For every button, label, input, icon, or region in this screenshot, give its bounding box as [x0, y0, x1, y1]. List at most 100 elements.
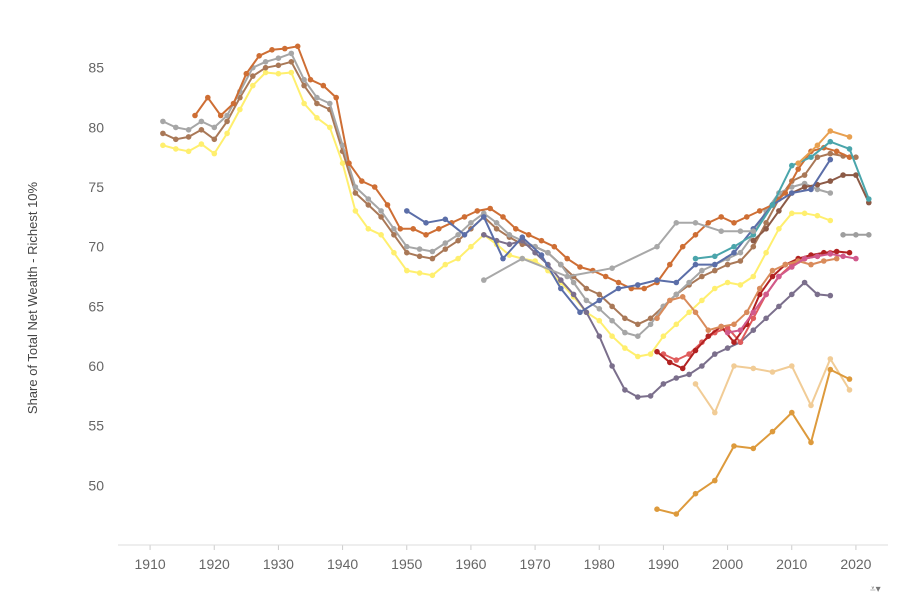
data-point[interactable]: [237, 106, 243, 113]
data-point[interactable]: [250, 73, 256, 79]
data-point[interactable]: [763, 315, 769, 322]
data-point[interactable]: [564, 255, 570, 262]
data-point[interactable]: [288, 69, 295, 76]
data-point[interactable]: [416, 253, 423, 260]
data-point[interactable]: [737, 282, 744, 288]
data-point[interactable]: [827, 156, 834, 163]
data-point[interactable]: [731, 443, 737, 449]
data-point[interactable]: [705, 327, 712, 334]
data-point[interactable]: [481, 232, 487, 238]
data-point[interactable]: [468, 243, 474, 250]
data-point[interactable]: [314, 115, 320, 121]
data-point[interactable]: [654, 348, 660, 355]
data-point[interactable]: [705, 333, 712, 340]
data-point[interactable]: [185, 127, 192, 133]
data-point[interactable]: [686, 351, 692, 357]
data-point[interactable]: [442, 261, 449, 268]
data-point[interactable]: [333, 94, 340, 101]
data-point[interactable]: [314, 100, 320, 107]
data-point[interactable]: [795, 166, 801, 172]
data-point[interactable]: [808, 154, 814, 160]
data-point[interactable]: [673, 291, 680, 298]
data-point[interactable]: [737, 327, 744, 334]
data-point[interactable]: [602, 273, 609, 280]
data-point[interactable]: [224, 130, 230, 137]
data-point[interactable]: [679, 365, 686, 372]
data-point[interactable]: [442, 240, 449, 246]
data-point[interactable]: [692, 347, 699, 354]
data-point[interactable]: [827, 128, 834, 134]
data-point[interactable]: [346, 160, 352, 166]
data-point[interactable]: [654, 506, 660, 512]
data-point[interactable]: [391, 232, 397, 238]
data-point[interactable]: [442, 246, 449, 252]
data-point[interactable]: [712, 477, 718, 484]
data-point[interactable]: [391, 226, 397, 232]
data-point[interactable]: [461, 214, 468, 220]
data-point[interactable]: [692, 232, 699, 238]
data-point[interactable]: [763, 291, 769, 298]
data-point[interactable]: [429, 272, 436, 279]
data-point[interactable]: [814, 291, 821, 298]
data-point[interactable]: [712, 409, 718, 416]
data-point[interactable]: [724, 329, 731, 336]
data-point[interactable]: [660, 333, 667, 340]
data-point[interactable]: [301, 76, 307, 83]
data-point[interactable]: [391, 249, 397, 256]
data-point[interactable]: [731, 363, 737, 369]
data-point[interactable]: [461, 232, 468, 238]
data-point[interactable]: [827, 190, 834, 196]
data-point[interactable]: [724, 279, 731, 286]
data-point[interactable]: [378, 208, 384, 214]
data-point[interactable]: [750, 309, 757, 316]
data-point[interactable]: [686, 279, 692, 286]
data-point[interactable]: [506, 232, 513, 238]
data-point[interactable]: [692, 220, 699, 226]
data-point[interactable]: [519, 234, 526, 240]
data-point[interactable]: [795, 160, 801, 166]
data-point[interactable]: [776, 208, 782, 214]
data-point[interactable]: [583, 309, 590, 316]
data-point[interactable]: [737, 228, 744, 234]
data-point[interactable]: [487, 205, 494, 212]
data-point[interactable]: [262, 59, 269, 65]
data-point[interactable]: [615, 285, 622, 292]
data-point[interactable]: [404, 243, 410, 250]
data-point[interactable]: [853, 154, 859, 160]
data-point[interactable]: [724, 345, 731, 351]
data-point[interactable]: [731, 249, 737, 256]
data-point[interactable]: [558, 277, 564, 283]
data-point[interactable]: [840, 232, 846, 238]
data-point[interactable]: [789, 162, 795, 169]
data-point[interactable]: [429, 248, 436, 255]
data-point[interactable]: [211, 150, 218, 157]
data-point[interactable]: [692, 255, 699, 262]
data-point[interactable]: [718, 323, 724, 330]
data-point[interactable]: [198, 127, 205, 133]
data-point[interactable]: [750, 273, 757, 280]
data-point[interactable]: [647, 351, 654, 357]
data-point[interactable]: [750, 243, 757, 250]
data-point[interactable]: [846, 154, 853, 160]
data-point[interactable]: [808, 186, 814, 193]
data-point[interactable]: [750, 315, 757, 322]
data-point[interactable]: [160, 130, 166, 137]
data-point[interactable]: [583, 297, 590, 304]
data-point[interactable]: [423, 220, 429, 226]
data-point[interactable]: [827, 178, 834, 184]
data-point[interactable]: [410, 226, 417, 232]
data-point[interactable]: [635, 353, 641, 360]
data-point[interactable]: [275, 55, 282, 61]
data-point[interactable]: [750, 228, 757, 234]
data-point[interactable]: [814, 212, 821, 219]
data-point[interactable]: [827, 251, 834, 257]
data-point[interactable]: [641, 285, 647, 292]
data-point[interactable]: [294, 43, 301, 50]
data-point[interactable]: [660, 381, 667, 387]
data-point[interactable]: [250, 82, 256, 89]
data-point[interactable]: [744, 214, 750, 220]
data-point[interactable]: [160, 118, 166, 125]
data-point[interactable]: [500, 214, 506, 220]
data-point[interactable]: [846, 249, 853, 256]
data-point[interactable]: [577, 309, 583, 316]
